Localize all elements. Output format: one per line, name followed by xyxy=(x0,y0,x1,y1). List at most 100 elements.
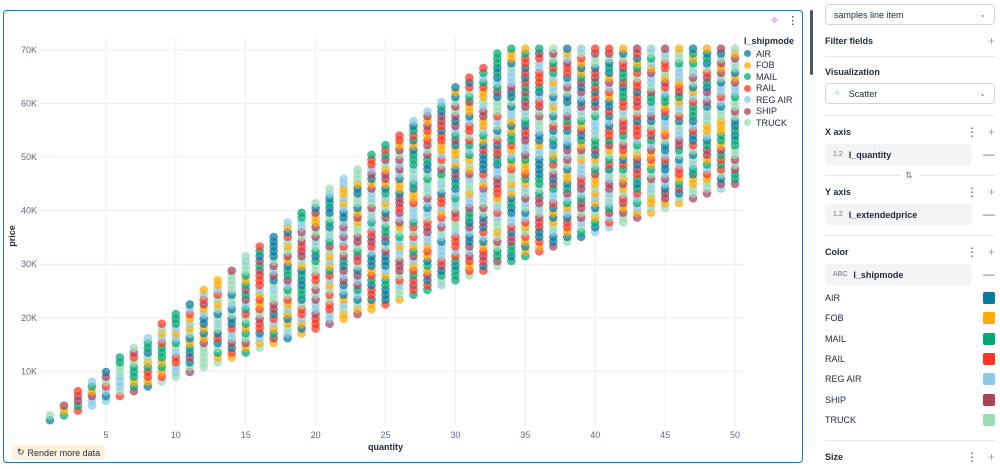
data-point[interactable] xyxy=(493,49,502,58)
data-point[interactable] xyxy=(646,44,656,54)
data-point[interactable] xyxy=(311,198,320,208)
swap-axes-icon[interactable]: ⇅ xyxy=(905,170,913,180)
x-tick-label: 5 xyxy=(103,430,108,440)
x-tick-label: 20 xyxy=(311,430,321,440)
color-field-chip[interactable]: ABC l_shipmode xyxy=(825,264,972,285)
color-swatch[interactable] xyxy=(983,352,995,365)
data-point[interactable] xyxy=(227,266,237,275)
data-point[interactable] xyxy=(590,44,600,54)
data-point[interactable] xyxy=(171,309,181,319)
data-point[interactable] xyxy=(451,83,460,92)
data-point[interactable] xyxy=(534,44,544,54)
color-swatch[interactable] xyxy=(983,312,995,325)
data-point[interactable] xyxy=(59,401,69,411)
add-icon[interactable]: + xyxy=(987,125,995,139)
data-point[interactable] xyxy=(521,44,530,54)
data-point[interactable] xyxy=(548,44,558,54)
data-point[interactable] xyxy=(716,44,726,54)
kebab-menu-icon[interactable]: ⋮ xyxy=(965,450,978,464)
data-point[interactable] xyxy=(409,116,418,126)
data-point[interactable] xyxy=(129,343,139,353)
data-point[interactable] xyxy=(423,107,432,116)
data-point[interactable] xyxy=(730,44,740,54)
color-swatch[interactable] xyxy=(983,332,995,345)
color-swatch[interactable] xyxy=(983,373,995,386)
data-point[interactable] xyxy=(241,251,250,261)
data-point[interactable] xyxy=(339,174,348,184)
legend-item[interactable]: SHIP xyxy=(744,106,794,118)
remove-x-field-icon[interactable]: — xyxy=(983,147,995,161)
data-point[interactable] xyxy=(269,232,278,242)
render-more-data-button[interactable]: ↻ Render more data xyxy=(12,445,106,460)
data-point[interactable] xyxy=(688,44,698,54)
dataset-select[interactable]: samples line item ⌄ xyxy=(825,4,995,25)
data-point[interactable] xyxy=(604,44,614,54)
data-point[interactable] xyxy=(353,165,362,174)
color-swatch[interactable] xyxy=(983,393,995,406)
y-tick-label: 60K xyxy=(21,98,37,108)
chart-panel: 10K 20K 30K 40K 50K 60K 70K 5 10 15 20 25 30 35 40 45 50… xyxy=(3,10,803,463)
x-tick-label: 15 xyxy=(241,430,251,440)
data-point[interactable] xyxy=(101,367,111,377)
color-swatch[interactable] xyxy=(983,292,995,304)
add-icon[interactable]: + xyxy=(987,450,995,464)
scrollbar[interactable] xyxy=(810,10,813,75)
color-mapping-row: REG AIR xyxy=(825,373,995,386)
kebab-menu-icon[interactable]: ⋮ xyxy=(965,245,978,259)
data-point[interactable] xyxy=(199,285,209,295)
data-point[interactable] xyxy=(185,300,195,309)
legend-item[interactable]: AIR xyxy=(744,48,794,60)
legend-item[interactable]: RAIL xyxy=(744,83,794,95)
color-mapping-row: TRUCK xyxy=(825,413,995,426)
remove-y-field-icon[interactable]: — xyxy=(983,207,995,221)
data-point[interactable] xyxy=(632,44,642,54)
x-tick-label: 30 xyxy=(450,430,460,440)
data-point[interactable] xyxy=(395,131,404,140)
add-filter-icon[interactable]: + xyxy=(987,34,995,48)
data-point[interactable] xyxy=(45,411,55,420)
legend-item[interactable]: MAIL xyxy=(744,71,794,83)
legend-item[interactable]: FOB xyxy=(744,60,794,72)
divider xyxy=(825,56,995,57)
kebab-menu-icon[interactable]: ⋮ xyxy=(787,15,799,27)
add-icon[interactable]: + xyxy=(987,245,995,259)
data-point[interactable] xyxy=(660,44,670,54)
data-point[interactable] xyxy=(702,44,712,54)
data-point[interactable] xyxy=(437,97,446,107)
x-field-chip[interactable]: 1.2 l_quantity xyxy=(825,144,972,165)
chevron-down-icon: ⌄ xyxy=(979,10,986,19)
legend-swatch xyxy=(744,50,751,58)
data-point[interactable] xyxy=(325,184,334,193)
kebab-menu-icon[interactable]: ⋮ xyxy=(965,185,978,199)
data-point[interactable] xyxy=(115,353,125,362)
data-point[interactable] xyxy=(562,44,572,54)
data-point[interactable] xyxy=(618,44,628,54)
add-icon[interactable]: + xyxy=(987,185,995,199)
kebab-menu-icon[interactable]: ⋮ xyxy=(965,125,978,139)
data-point[interactable] xyxy=(283,218,292,227)
data-point[interactable] xyxy=(157,319,167,328)
legend-item[interactable]: TRUCK xyxy=(744,117,794,129)
data-point[interactable] xyxy=(507,44,516,54)
data-point[interactable] xyxy=(297,208,306,218)
data-point[interactable] xyxy=(143,333,153,343)
data-point[interactable] xyxy=(674,44,684,54)
data-point[interactable] xyxy=(213,275,223,285)
data-point[interactable] xyxy=(465,73,474,82)
data-point[interactable] xyxy=(576,44,586,54)
data-point[interactable] xyxy=(367,150,376,160)
remove-color-field-icon[interactable]: — xyxy=(983,267,995,281)
sparkle-icon[interactable]: ✧ xyxy=(770,15,780,27)
data-point[interactable] xyxy=(479,63,488,73)
color-section: Color ⋮ + xyxy=(825,245,995,259)
y-field-chip[interactable]: 1.2 l_extendedprice xyxy=(825,204,972,225)
data-point[interactable] xyxy=(381,140,390,150)
color-swatch[interactable] xyxy=(983,413,995,426)
visualization-select[interactable]: ⁘ Scatter ⌄ xyxy=(825,83,995,104)
legend-title: l_shipmode xyxy=(744,36,795,46)
chevron-down-icon: ⌄ xyxy=(979,89,986,98)
data-point[interactable] xyxy=(87,377,97,386)
data-point[interactable] xyxy=(255,242,264,251)
data-point[interactable] xyxy=(73,386,83,396)
legend-item[interactable]: REG AIR xyxy=(744,94,794,106)
